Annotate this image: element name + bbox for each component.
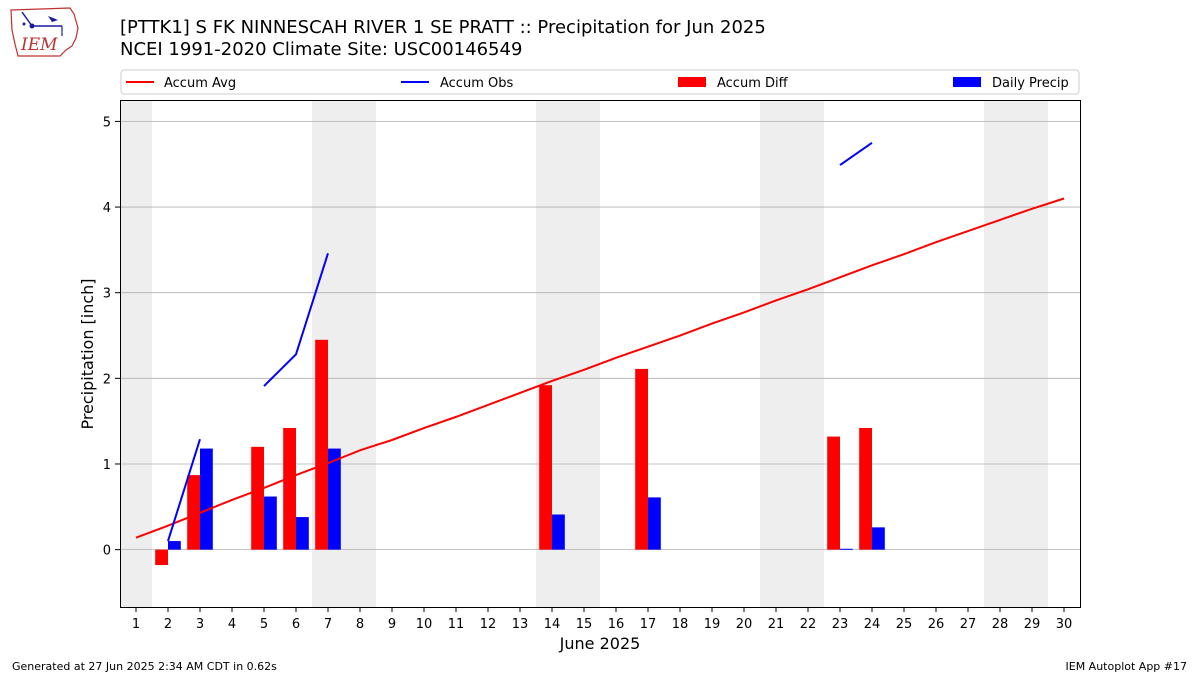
x-tick-label: 30	[1056, 617, 1073, 632]
accum-diff-bar	[187, 475, 200, 550]
x-tick-label: 3	[196, 617, 204, 632]
x-tick-label: 27	[960, 617, 977, 632]
x-tick-label: 8	[356, 617, 364, 632]
x-tick-label: 9	[388, 617, 396, 632]
plot-frame	[120, 100, 1081, 608]
y-tick-label: 1	[103, 458, 111, 473]
x-tick-label: 1	[132, 617, 140, 632]
accum-diff-bar	[859, 428, 872, 550]
legend-daily-precip-label: Daily Precip	[992, 76, 1069, 91]
accum-diff-bar	[251, 446, 264, 550]
x-tick-label: 20	[736, 617, 753, 632]
x-tick-label: 16	[608, 617, 625, 632]
x-tick-label: 2	[164, 617, 172, 632]
x-tick-label: 14	[544, 617, 561, 632]
x-tick-label: 13	[512, 617, 529, 632]
x-tick-label: 15	[576, 617, 593, 632]
legend-daily-precip-handle	[953, 77, 981, 87]
daily-precip-bar	[840, 548, 853, 550]
accum-diff-bar	[155, 549, 168, 566]
accum-avg-line	[135, 197, 1065, 539]
x-tick-label: 28	[992, 617, 1009, 632]
accum-diff-bar	[635, 368, 648, 550]
x-tick-label: 29	[1024, 617, 1041, 632]
daily-precip-bar	[872, 527, 885, 550]
chart-subtitle: NCEI 1991-2020 Climate Site: USC00146549	[120, 39, 523, 60]
x-tick-label: 23	[832, 617, 849, 632]
x-tick-label: 21	[768, 617, 785, 632]
iem-logo-text: IEM	[20, 35, 58, 55]
y-axis-label: Precipitation [inch]	[78, 278, 97, 429]
legend-box	[120, 69, 1080, 95]
x-tick-label: 12	[480, 617, 497, 632]
x-tick-label: 25	[896, 617, 913, 632]
accum-diff-bar	[827, 436, 840, 550]
x-tick-label: 17	[640, 617, 657, 632]
y-tick-label: 5	[103, 115, 111, 130]
legend-accum-avg-label: Accum Avg	[164, 76, 236, 91]
weekend-shade	[344, 100, 376, 607]
y-tick-label: 2	[103, 372, 111, 387]
accum-obs-line	[839, 142, 873, 166]
iem-logo: IEM	[10, 7, 79, 57]
legend-accum-diff-label: Accum Diff	[717, 76, 789, 91]
legend-accum-diff-handle	[678, 77, 706, 87]
weekend-shade	[568, 100, 600, 607]
daily-precip-bar	[648, 497, 661, 550]
x-tick-label: 11	[448, 617, 465, 632]
x-tick-label: 19	[704, 617, 721, 632]
chart-title: [PTTK1] S FK NINNESCAH RIVER 1 SE PRATT …	[120, 17, 766, 38]
daily-precip-bar	[552, 514, 565, 550]
accum-obs-line	[167, 438, 201, 542]
weekend-shade	[984, 100, 1016, 607]
y-tick-label: 0	[103, 544, 111, 559]
weekend-shade	[792, 100, 824, 607]
accum-obs-line	[263, 252, 329, 387]
x-tick-label: 22	[800, 617, 817, 632]
weekend-shade	[120, 100, 152, 607]
x-tick-label: 5	[260, 617, 268, 632]
accum-diff-bar	[283, 428, 296, 550]
legend-accum-obs-label: Accum Obs	[440, 76, 513, 91]
y-tick-label: 3	[103, 287, 111, 302]
weekend-shade	[1016, 100, 1048, 607]
x-tick-label: 24	[864, 617, 881, 632]
daily-precip-bar	[328, 448, 341, 550]
daily-precip-bar	[168, 541, 181, 550]
footer-app-text: IEM Autoplot App #17	[1065, 660, 1188, 673]
x-tick-label: 6	[292, 617, 300, 632]
x-axis-label: June 2025	[559, 634, 641, 653]
y-tick-label: 4	[103, 201, 111, 216]
weekend-shade	[760, 100, 792, 607]
x-tick-label: 7	[324, 617, 332, 632]
x-tick-label: 26	[928, 617, 945, 632]
x-tick-label: 18	[672, 617, 689, 632]
accum-diff-bar	[315, 339, 328, 550]
daily-precip-bar	[264, 496, 277, 550]
footer-generated-text: Generated at 27 Jun 2025 2:34 AM CDT in …	[12, 660, 277, 673]
accum-diff-bar	[539, 385, 552, 550]
x-tick-label: 4	[228, 617, 236, 632]
daily-precip-bar	[296, 517, 309, 550]
daily-precip-bar	[200, 448, 213, 550]
x-tick-label: 10	[416, 617, 433, 632]
